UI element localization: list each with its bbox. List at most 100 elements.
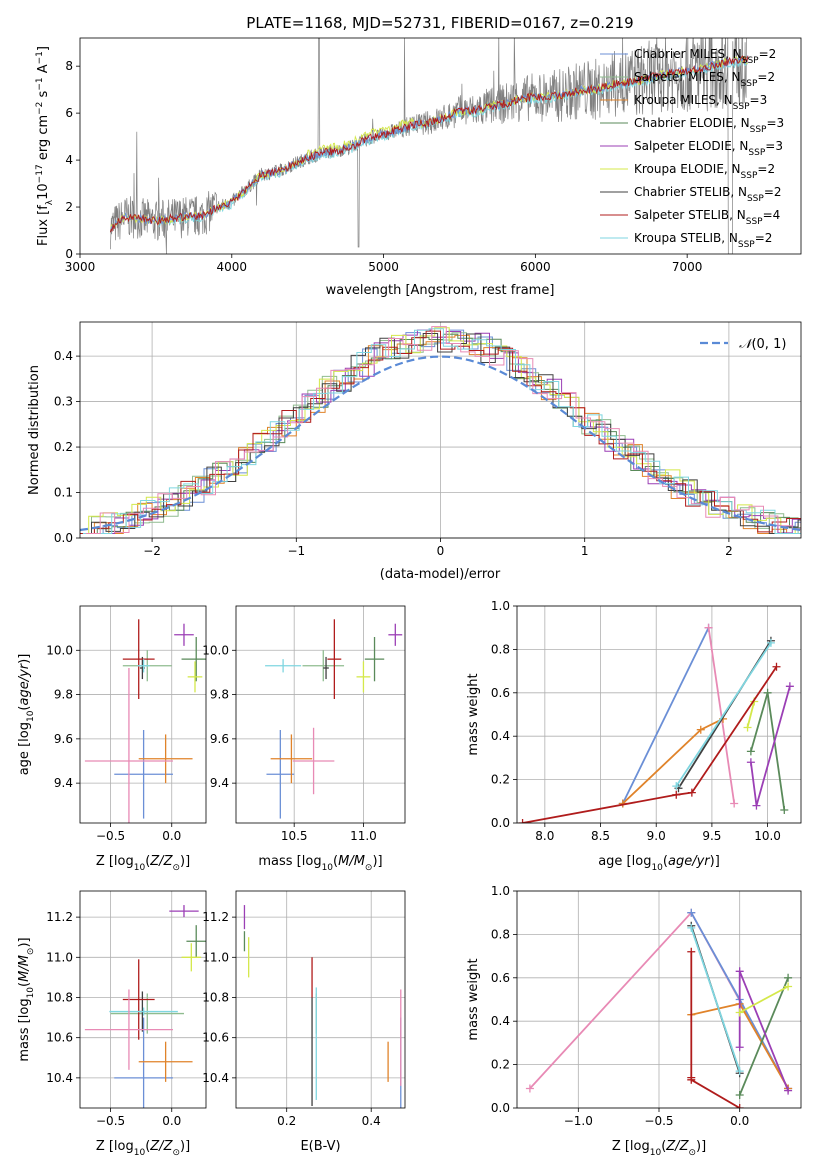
weight-series-line <box>621 627 710 804</box>
mass-vs-ebv-axes: 0.2 0.4 10.4 10.6 10.8 11.0 11.2 E(B-V) <box>202 890 406 1154</box>
axes-frame <box>79 890 207 1109</box>
error-bar-point <box>356 661 371 693</box>
x-tick-label: 5000 <box>368 260 399 274</box>
error-bar-point <box>388 623 403 646</box>
y-axis-label: Normed distribution <box>27 365 42 495</box>
x-tick-label: 2 <box>725 544 733 558</box>
x-tick-label: 7000 <box>672 260 703 274</box>
residual-histogram <box>80 333 801 534</box>
weight-series-marker <box>785 682 794 691</box>
y-tick-label: 10.8 <box>46 990 73 1004</box>
error-bar-point <box>138 734 193 784</box>
weight-series-marker <box>704 623 713 632</box>
y-tick-label: 1.0 <box>491 599 510 613</box>
y-tick-label: 0 <box>65 247 73 261</box>
legend-entry: 𝒩(0, 1) <box>739 337 786 352</box>
error-bar-point <box>187 661 203 693</box>
weight-series-marker <box>735 1043 744 1052</box>
error-bar-point <box>364 637 385 682</box>
error-bar-point <box>114 1017 173 1108</box>
weight-series-marker <box>743 723 752 732</box>
y-tick-label: 0.2 <box>491 773 510 787</box>
y-axis-label: Flux [fλ10−17 erg cm−2 s−1 A−1] <box>35 46 55 246</box>
y-axis-label: age [log10(age/yr)] <box>17 654 36 776</box>
error-bar-point <box>84 668 173 823</box>
y-tick-label: 0.4 <box>491 1014 510 1028</box>
error-bar-point <box>114 730 173 819</box>
y-tick-label: 0.1 <box>54 486 73 500</box>
x-tick-label: 1 <box>581 544 589 558</box>
error-bar-point <box>270 734 313 784</box>
y-tick-label: 6 <box>65 106 73 120</box>
x-tick-label: 0.4 <box>362 1114 381 1128</box>
y-tick-label: 8 <box>65 59 73 73</box>
y-tick-label: 0.4 <box>54 349 73 363</box>
legend-entry: Chabrier STELIB, NSSP=2 <box>634 185 782 204</box>
x-tick-label: −0.5 <box>644 1114 673 1128</box>
error-bar-point <box>292 727 335 795</box>
x-axis-label: E(B-V) <box>300 1139 340 1154</box>
y-tick-label: 11.0 <box>46 950 73 964</box>
weight-series-line <box>522 666 778 823</box>
legend-entry: Salpeter STELIB, NSSP=4 <box>634 208 780 227</box>
error-bar-point <box>137 659 150 673</box>
y-tick-label: 10.6 <box>202 1031 229 1045</box>
x-axis-label: Z [log10(Z/Z⊙)] <box>96 854 190 873</box>
x-tick-label: −0.5 <box>96 829 125 843</box>
weight-series-marker <box>784 1086 793 1095</box>
data-spectrum-line <box>110 38 747 254</box>
x-tick-label: 8.0 <box>535 829 554 843</box>
error-bar-point <box>174 623 194 646</box>
weight-series-line <box>738 977 789 1096</box>
normal-curve-line <box>80 355 801 532</box>
x-tick-label: 10.0 <box>754 829 781 843</box>
y-tick-label: 9.8 <box>54 688 73 702</box>
spectrum-axes: 3000 4000 5000 6000 7000 0 2 4 6 8 wavelength [Ang… <box>35 37 802 298</box>
plot-area <box>109 38 749 254</box>
error-bar-point <box>169 905 199 918</box>
x-axis-label: Z [log10(Z/Z⊙)] <box>612 1139 706 1158</box>
error-bar-point <box>181 637 206 682</box>
y-tick-label: 9.6 <box>210 732 229 746</box>
weight-series-line <box>738 970 789 1091</box>
weight-series-line <box>707 627 736 804</box>
weight-series-marker <box>518 819 527 823</box>
y-tick-label: 11.2 <box>46 910 73 924</box>
residual-histogram <box>85 326 801 534</box>
weight-series-marker <box>763 688 772 697</box>
y-tick-label: 0.3 <box>54 395 73 409</box>
plot-area <box>518 623 794 823</box>
plot-area <box>525 908 793 1108</box>
error-bar-point <box>110 993 184 1034</box>
weight-series-line <box>746 701 756 728</box>
weight-series-marker <box>687 947 696 956</box>
axes-frame <box>79 605 207 824</box>
y-tick-label: 1.0 <box>491 884 510 898</box>
axes-frame <box>235 605 406 824</box>
error-bar-point <box>266 730 295 819</box>
weight-series-line <box>739 985 789 1014</box>
residual-axes: −2 −1 0 1 2 0.0 0.1 0.2 0.3 0.4 𝒩(0, 1) (data-model… <box>27 321 802 582</box>
weight-series-marker <box>752 801 761 810</box>
error-bar-point <box>122 619 155 699</box>
x-tick-label: 0 <box>437 544 445 558</box>
x-tick-label: 11.0 <box>350 829 377 843</box>
y-tick-label: 0.8 <box>491 927 510 941</box>
weight-series-marker <box>784 982 793 991</box>
y-tick-label: 0.8 <box>491 642 510 656</box>
legend-entry: Chabrier ELODIE, NSSP=3 <box>634 116 784 135</box>
axes-frame <box>235 890 406 1109</box>
x-tick-label: 0.0 <box>730 1114 749 1128</box>
weight-series-marker <box>730 799 739 808</box>
y-tick-label: 11.2 <box>202 910 229 924</box>
weight-series-marker <box>672 782 681 791</box>
age-vs-Z-axes: −0.5 0.0 9.4 9.6 9.8 10.0 Z [log10(Z/Z⊙)] age [… <box>17 605 207 873</box>
x-tick-label: 9.5 <box>702 829 721 843</box>
weight-series-marker <box>735 1104 744 1108</box>
x-axis-label: wavelength [Angstrom, rest frame] <box>326 283 555 298</box>
x-axis-label: age [log10(age/yr)] <box>598 854 720 873</box>
y-tick-label: 2 <box>65 200 73 214</box>
weight-series-marker <box>735 1008 744 1017</box>
legend-entry: Salpeter ELODIE, NSSP=3 <box>634 139 783 158</box>
weight-series-marker <box>735 1067 744 1076</box>
